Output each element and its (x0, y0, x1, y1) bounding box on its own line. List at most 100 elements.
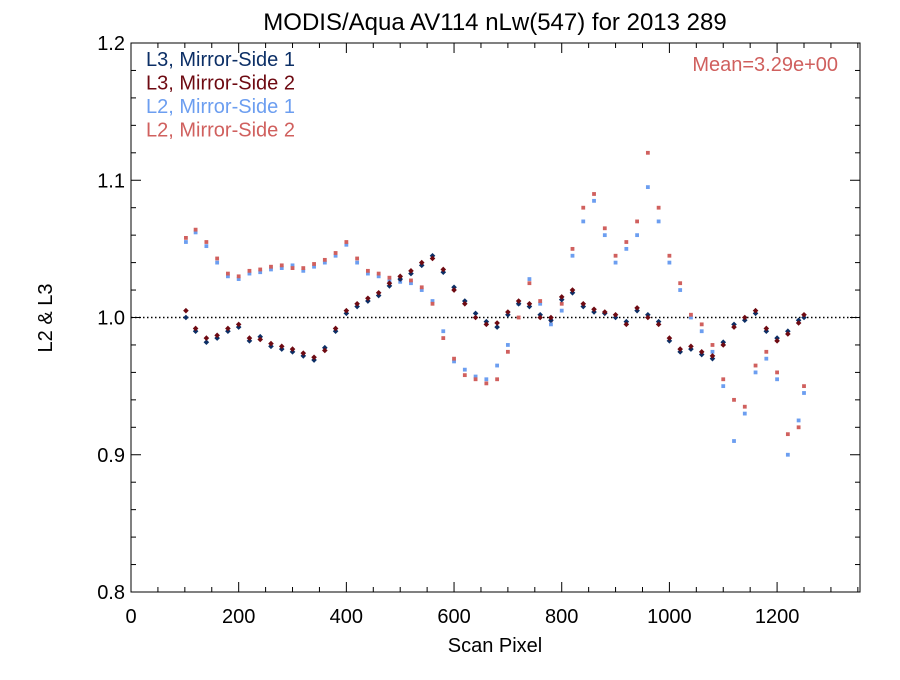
data-point (678, 288, 683, 292)
data-point (741, 314, 748, 321)
data-point (418, 259, 425, 266)
x-tick-label: 400 (330, 606, 363, 628)
data-point (387, 275, 392, 280)
data-point (301, 266, 306, 270)
y-tick-label: 0.8 (97, 582, 125, 604)
axes: 0 200 400 600 800 1000 1200 0.8 0.9 1.0 1.1 1.2 (97, 33, 860, 628)
data-point (753, 363, 758, 368)
data-point (785, 452, 790, 457)
data-point (698, 349, 705, 355)
series-points (184, 185, 806, 457)
data-point (505, 343, 510, 347)
data-point (494, 320, 500, 326)
data-point (732, 397, 736, 402)
data-point (699, 322, 704, 327)
data-point (505, 309, 511, 315)
data-point (742, 411, 747, 416)
data-point (462, 367, 467, 372)
data-point (752, 307, 759, 314)
data-point (451, 287, 457, 293)
x-tick-label: 1200 (755, 606, 800, 628)
data-point (602, 226, 607, 231)
data-point (269, 264, 273, 269)
data-point (376, 274, 381, 279)
data-point (430, 301, 435, 306)
data-point (355, 256, 360, 261)
x-tick-label: 800 (545, 606, 578, 628)
data-point (429, 255, 436, 262)
data-point (802, 384, 806, 389)
data-point (785, 432, 790, 437)
data-point (344, 242, 349, 247)
data-point (764, 349, 769, 354)
data-point (699, 329, 704, 334)
data-point (215, 256, 220, 261)
data-point (300, 350, 307, 356)
x-axis-label: Scan Pixel (448, 635, 543, 657)
data-point (580, 300, 587, 307)
data-point (333, 251, 338, 255)
data-point (581, 219, 586, 224)
data-point (710, 349, 715, 354)
data-point (494, 324, 500, 330)
data-point (354, 300, 360, 307)
data-point (548, 314, 554, 321)
legend-entry: L3, Mirror-Side 1 (146, 49, 295, 71)
data-point (634, 305, 640, 311)
data-point (473, 374, 478, 379)
data-point (322, 260, 327, 265)
data-point (592, 192, 596, 196)
data-point (795, 320, 802, 326)
data-point (462, 373, 467, 378)
data-point (774, 338, 780, 344)
data-point (526, 300, 533, 307)
data-point (495, 377, 500, 382)
data-point (355, 260, 360, 265)
data-point (677, 346, 683, 352)
data-point (214, 332, 220, 339)
data-point (527, 277, 532, 281)
data-point (247, 268, 252, 273)
data-point (269, 267, 273, 272)
data-point (386, 280, 393, 286)
data-point (376, 271, 381, 276)
mean-annotation: Mean=3.29e+00 (692, 54, 838, 76)
data-point (419, 285, 424, 290)
data-point (645, 314, 651, 321)
data-point (601, 309, 608, 315)
data-point (505, 349, 510, 354)
data-point (613, 260, 618, 265)
legend: L3, Mirror-Side 1L3, Mirror-Side 2L2, Mi… (146, 49, 295, 142)
data-point (204, 240, 209, 244)
data-point (538, 301, 543, 306)
data-point (430, 299, 435, 303)
data-point (247, 271, 252, 276)
data-point (409, 278, 413, 283)
y-tick-label: 0.9 (97, 445, 125, 467)
data-point (215, 260, 220, 265)
data-point (333, 253, 338, 258)
data-point (472, 314, 479, 321)
data-point (678, 281, 683, 286)
data-point (558, 294, 565, 300)
data-point (226, 271, 230, 276)
data-point (484, 377, 489, 382)
data-point (581, 205, 586, 210)
data-point (591, 306, 597, 313)
data-point (365, 271, 370, 276)
data-point (332, 325, 339, 332)
data-point (623, 321, 630, 328)
data-point (570, 246, 575, 251)
data-point (204, 244, 209, 249)
plot-area (131, 150, 860, 457)
data-point (645, 185, 650, 190)
data-point (667, 253, 672, 258)
data-point (184, 240, 188, 244)
data-point (441, 336, 446, 340)
data-point (375, 289, 382, 296)
data-point (279, 266, 284, 270)
data-point (257, 336, 264, 343)
series-points (183, 255, 807, 361)
data-point (635, 233, 640, 238)
data-point (732, 439, 736, 443)
